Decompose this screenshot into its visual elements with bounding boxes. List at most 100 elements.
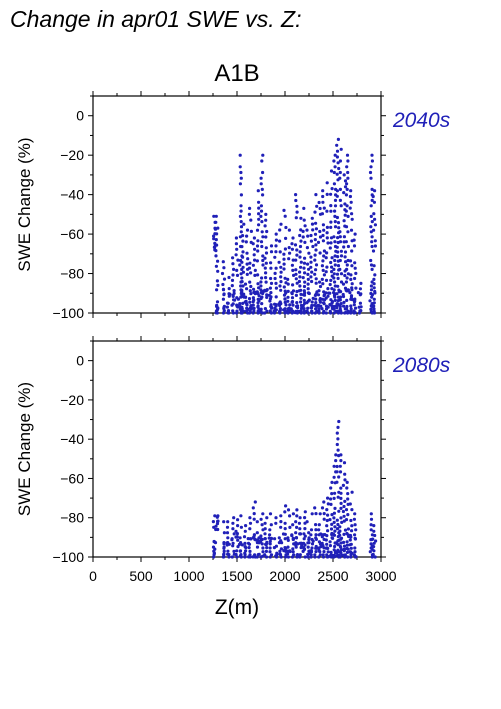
data-point [338, 230, 342, 234]
data-point [332, 516, 336, 520]
data-point [372, 545, 376, 549]
data-point [264, 212, 268, 216]
data-point [235, 247, 239, 251]
data-point [222, 277, 227, 281]
data-point [321, 268, 325, 272]
data-point [231, 527, 235, 531]
data-point [214, 249, 218, 253]
data-point [249, 271, 253, 275]
data-point [302, 266, 306, 270]
data-point [263, 288, 267, 292]
data-point [215, 300, 220, 304]
data-point [314, 523, 318, 527]
data-point [249, 537, 253, 541]
data-point [369, 204, 373, 208]
data-point [290, 296, 295, 300]
data-point [248, 521, 253, 525]
data-point [231, 521, 235, 525]
data-point [353, 533, 357, 537]
data-point [244, 301, 248, 305]
data-point [314, 277, 318, 281]
data-point [274, 295, 278, 299]
data-point [294, 543, 298, 547]
data-point [286, 299, 290, 303]
data-point [247, 212, 251, 216]
data-point [335, 518, 339, 522]
data-point [307, 291, 311, 296]
data-point [257, 200, 261, 204]
data-point [372, 228, 376, 232]
data-point [305, 228, 309, 232]
data-point [326, 513, 330, 517]
data-point [265, 295, 269, 299]
data-point [333, 209, 337, 213]
data-point [317, 540, 321, 544]
data-point [329, 278, 333, 282]
data-point [269, 244, 274, 248]
data-point [303, 240, 307, 244]
data-point [318, 284, 323, 289]
data-point [352, 553, 356, 557]
data-point [306, 234, 310, 238]
data-point [234, 236, 238, 240]
data-point [310, 300, 314, 304]
data-point [239, 209, 243, 213]
data-point [333, 506, 337, 510]
data-point [274, 232, 278, 236]
data-point [212, 555, 216, 559]
data-point [284, 236, 288, 240]
data-point [332, 272, 336, 276]
data-point [329, 220, 333, 224]
data-point [353, 297, 357, 301]
data-point [342, 544, 347, 548]
data-point [345, 267, 349, 271]
data-point [283, 300, 287, 304]
data-point [291, 303, 295, 307]
data-point [274, 238, 278, 242]
data-point [341, 282, 346, 286]
data-point [306, 541, 310, 545]
data-point [283, 527, 287, 531]
data-point [312, 303, 317, 307]
data-point [215, 279, 219, 283]
data-point [295, 301, 299, 305]
data-point [310, 546, 314, 550]
data-point [259, 307, 263, 311]
data-point [214, 254, 218, 258]
data-point [306, 306, 310, 310]
data-point [318, 512, 322, 516]
data-point [268, 550, 272, 554]
data-point [256, 249, 260, 253]
data-point [354, 271, 358, 275]
data-point [298, 527, 302, 531]
y-tick-label: 0 [76, 108, 84, 124]
data-point [231, 256, 235, 260]
data-point [265, 229, 269, 234]
data-point [239, 170, 243, 175]
data-point [342, 300, 346, 304]
data-point [328, 518, 332, 522]
data-point [335, 480, 339, 484]
data-point [253, 247, 257, 251]
chart-panels: 0 −20 −40 −60 −80 −100 SWE Change (%) 2040s 0 −20… [15, 91, 451, 619]
data-point [329, 550, 333, 555]
data-point [212, 539, 216, 544]
data-point [277, 310, 281, 314]
data-point [279, 555, 283, 559]
data-point [243, 282, 248, 286]
data-point [253, 258, 257, 262]
data-point [339, 496, 343, 500]
data-point [349, 200, 353, 204]
data-point [330, 513, 334, 517]
data-point [346, 527, 350, 531]
data-point [269, 281, 274, 285]
data-point [318, 251, 322, 255]
data-point [264, 271, 268, 275]
data-point [343, 202, 347, 206]
data-point [234, 242, 238, 246]
data-point [322, 249, 326, 253]
data-point [239, 514, 243, 518]
data-point [296, 306, 300, 310]
data-point [325, 542, 329, 546]
data-point [345, 298, 349, 302]
